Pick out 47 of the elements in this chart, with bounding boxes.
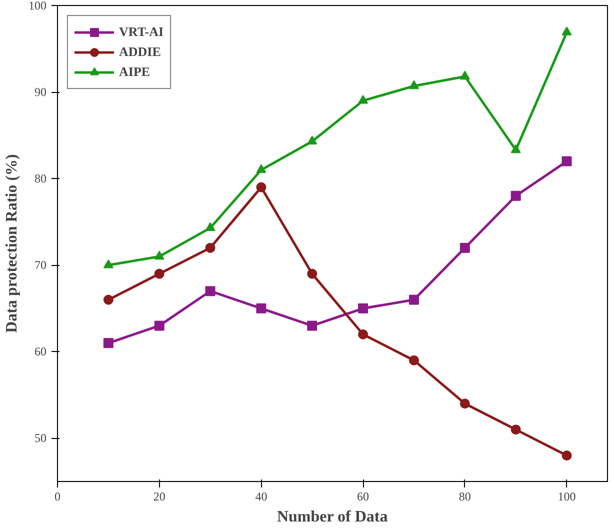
y-tick-label: 80 [34, 172, 46, 186]
point [408, 355, 419, 366]
x-tick-label: 60 [357, 490, 370, 504]
point [562, 156, 572, 166]
point [256, 164, 266, 174]
point [103, 259, 114, 268]
point [460, 398, 470, 409]
point [562, 450, 572, 461]
y-tick-label: 60 [34, 344, 46, 359]
point [460, 70, 470, 80]
point [256, 303, 266, 314]
y-tick-label: 90 [34, 85, 46, 100]
x-axis-title: Number of Data [276, 508, 388, 526]
point [510, 190, 521, 201]
y-tick-label: 70 [34, 258, 46, 272]
point [408, 80, 419, 90]
point [510, 144, 521, 154]
point [103, 294, 114, 305]
point [103, 338, 114, 348]
point [205, 286, 216, 296]
point [154, 320, 164, 331]
point [562, 26, 572, 36]
legend-label: AIPE [119, 64, 150, 80]
x-tick-label: 40 [255, 490, 268, 504]
legend-label: VRT-AI [119, 24, 164, 40]
point [307, 320, 318, 331]
y-tick-label: 100 [28, 0, 46, 12]
x-tick-label: 100 [558, 490, 576, 504]
point [358, 95, 368, 104]
point [408, 294, 419, 305]
y-tick-label: 50 [34, 431, 46, 446]
point [358, 329, 368, 340]
point [510, 424, 521, 435]
point [307, 268, 318, 279]
x-tick-label: 80 [458, 490, 471, 504]
point [205, 242, 216, 253]
point [154, 250, 164, 260]
point [256, 182, 266, 192]
point [307, 136, 318, 144]
point [358, 303, 368, 314]
point [205, 222, 216, 232]
x-tick-label: 20 [153, 490, 166, 504]
point [460, 242, 470, 253]
point [154, 268, 164, 279]
y-axis-title: Data protection Ratio (%) [4, 154, 20, 333]
legend-label: ADDIE [119, 44, 161, 60]
x-tick-label: 0 [54, 490, 60, 504]
